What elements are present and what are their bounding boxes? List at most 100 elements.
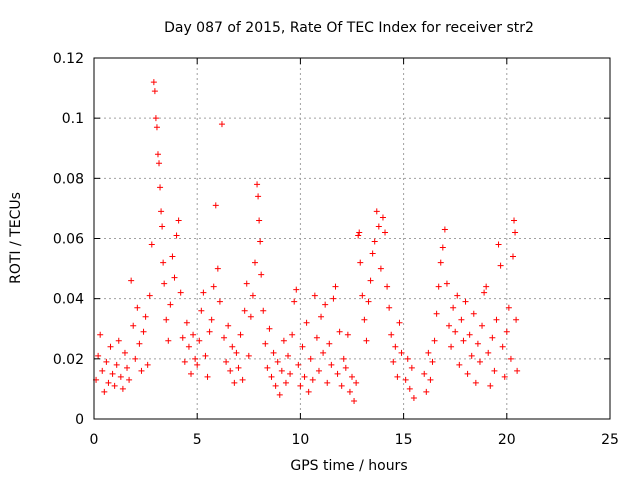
data-point [268, 373, 275, 380]
data-point [218, 121, 225, 128]
data-point [377, 265, 384, 272]
data-point [353, 379, 360, 386]
data-point [356, 229, 363, 236]
data-point [278, 367, 285, 374]
data-point [256, 217, 263, 224]
data-point [154, 151, 161, 158]
data-point [245, 352, 252, 359]
data-point [303, 319, 310, 326]
x-axis-label: GPS time / hours [290, 458, 407, 474]
data-point [301, 373, 308, 380]
data-point [313, 334, 320, 341]
x-tick-label: 0 [90, 432, 99, 448]
data-point [103, 358, 110, 365]
data-point [113, 361, 120, 368]
data-point [117, 373, 124, 380]
data-point [470, 310, 477, 317]
data-point [495, 241, 502, 248]
data-point [177, 289, 184, 296]
data-point [200, 289, 207, 296]
data-point [318, 313, 325, 320]
data-point [307, 355, 314, 362]
data-point [501, 373, 508, 380]
x-tick-label: 15 [395, 432, 413, 448]
data-point [198, 307, 205, 314]
data-point [264, 364, 271, 371]
data-point [328, 361, 335, 368]
data-point [229, 343, 236, 350]
data-point [427, 376, 434, 383]
data-point [216, 298, 223, 305]
data-point [270, 349, 277, 356]
data-point [458, 316, 465, 323]
data-point [111, 382, 118, 389]
data-point [359, 292, 366, 299]
data-point [161, 280, 168, 287]
data-point [382, 229, 389, 236]
data-point [330, 295, 337, 302]
data-point [309, 376, 316, 383]
data-point [254, 181, 261, 188]
data-point [392, 343, 399, 350]
data-point [274, 358, 281, 365]
y-axis-label: ROTI / TECUs [8, 192, 24, 284]
data-point [394, 373, 401, 380]
data-point [476, 358, 483, 365]
data-point [239, 376, 246, 383]
data-point [95, 352, 102, 359]
data-point [251, 259, 258, 266]
data-point [233, 349, 240, 356]
data-point [450, 304, 457, 311]
data-point [351, 397, 358, 404]
data-point [280, 337, 287, 344]
data-point [124, 364, 131, 371]
data-point [132, 355, 139, 362]
data-point [446, 322, 453, 329]
data-point [247, 313, 254, 320]
data-point [231, 379, 238, 386]
data-point [406, 385, 413, 392]
data-point [101, 388, 108, 395]
data-point [181, 358, 188, 365]
data-point [183, 319, 190, 326]
data-point [357, 259, 364, 266]
data-point [169, 253, 176, 260]
data-point [369, 250, 376, 257]
data-point [505, 304, 512, 311]
data-point [375, 223, 382, 230]
data-point [287, 370, 294, 377]
data-point [474, 340, 481, 347]
data-point [119, 385, 126, 392]
data-point [320, 349, 327, 356]
data-point [223, 358, 230, 365]
data-point [237, 331, 244, 338]
data-point [355, 232, 362, 239]
data-point [454, 292, 461, 299]
x-tick-label: 25 [601, 432, 619, 448]
data-point [156, 160, 163, 167]
data-point [97, 331, 104, 338]
data-point [464, 370, 471, 377]
data-point [384, 283, 391, 290]
data-point [386, 304, 393, 311]
y-tick-label: 0 [75, 412, 84, 428]
data-point [204, 373, 211, 380]
data-point [462, 298, 469, 305]
data-point [175, 217, 182, 224]
data-point [138, 367, 145, 374]
data-point [439, 244, 446, 251]
data-point [452, 328, 459, 335]
data-point [165, 337, 172, 344]
data-point [214, 265, 221, 272]
data-point [499, 343, 506, 350]
data-point [212, 202, 219, 209]
data-point [134, 304, 141, 311]
data-point [227, 367, 234, 374]
data-point [140, 328, 147, 335]
data-point [128, 277, 135, 284]
data-point [221, 334, 228, 341]
data-point [456, 361, 463, 368]
data-point [489, 334, 496, 341]
data-point [410, 394, 417, 401]
